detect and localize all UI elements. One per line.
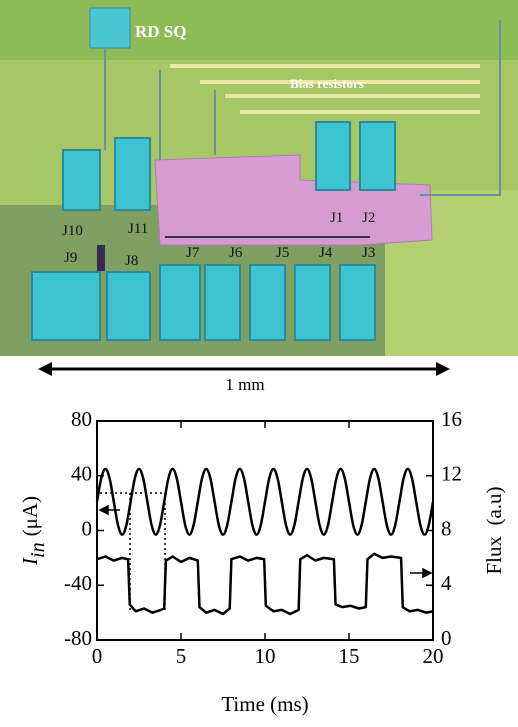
label: J2	[362, 210, 375, 226]
micrograph: RD SQ Bias resistors J10 J11 J9 J8 J7 J6…	[0, 0, 518, 356]
bias-lines	[170, 64, 480, 114]
scale-label: 1 mm	[225, 375, 264, 394]
y-tick-label: -80	[64, 626, 92, 650]
x-tick-label: 15	[339, 644, 360, 668]
x-tick-label: 5	[176, 644, 187, 668]
label: J9	[64, 250, 77, 266]
label: J4	[319, 245, 333, 261]
y-tick-label: 0	[82, 516, 93, 540]
y-tick-label: 80	[71, 407, 92, 431]
chart: 0 5 10 15 20 -80 -40 0 40 80 0 4 8 12 16 Time (ms) Iin (μ…	[18, 407, 506, 716]
label: RD SQ	[135, 22, 186, 41]
y2-tick-label: 12	[441, 462, 462, 486]
y-tick-label: 40	[71, 462, 92, 486]
data-line	[96, 552, 434, 616]
label: J7	[186, 245, 200, 261]
x-tick-label: 10	[255, 644, 276, 668]
pads	[31, 121, 396, 341]
label: J3	[362, 245, 375, 261]
y2-tick-label: 8	[441, 516, 452, 540]
scale-bar: 1 mm	[38, 362, 450, 394]
label: J10	[62, 223, 83, 239]
y-label-symbol: I	[18, 557, 42, 566]
x-tick-label: 0	[92, 644, 103, 668]
x-tick-label: 20	[423, 644, 444, 668]
label: J11	[128, 221, 148, 237]
y2-tick-label: 0	[441, 626, 452, 650]
y2-tick-label: 16	[441, 407, 462, 431]
y-label-subscript: in	[27, 542, 49, 558]
label: Bias resistors	[290, 76, 364, 91]
x-axis-label: Time (ms)	[221, 692, 308, 716]
y-tick-label: -40	[64, 571, 92, 595]
guides	[100, 492, 166, 612]
y-label-unit: (μA)	[18, 496, 42, 536]
y-axis-label: Iin (μA)	[18, 496, 49, 566]
label: J1	[330, 210, 343, 226]
plot-frame	[96, 420, 434, 641]
label: J5	[276, 245, 289, 261]
label: J6	[229, 245, 243, 261]
data-line	[95, 467, 435, 536]
axis-arrows	[98, 504, 433, 579]
y2-axis-label: Flux (a.u)	[482, 486, 506, 574]
label: J8	[125, 253, 138, 269]
y2-tick-label: 4	[441, 571, 452, 595]
